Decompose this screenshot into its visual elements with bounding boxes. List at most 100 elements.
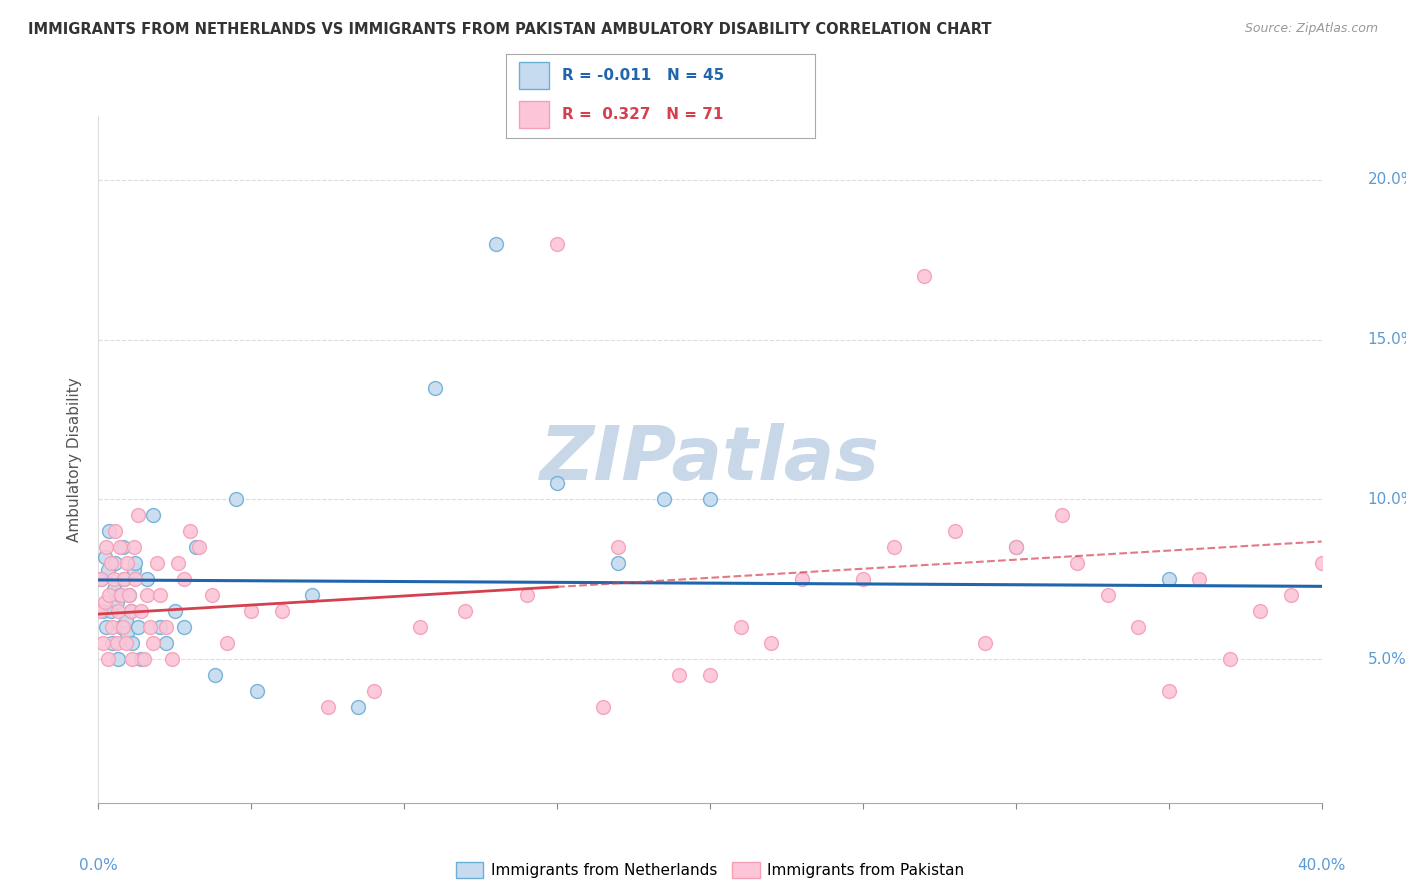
Point (408, 620, 430, 634)
Point (94, 540, 117, 554)
Point (149, 588, 172, 602)
Point (91, 604, 114, 618)
Point (110, 588, 132, 602)
Point (127, 620, 149, 634)
Text: IMMIGRANTS FROM NETHERLANDS VS IMMIGRANTS FROM PAKISTAN AMBULATORY DISABILITY CO: IMMIGRANTS FROM NETHERLANDS VS IMMIGRANT… (28, 22, 991, 37)
Point (134, 652, 156, 666)
Point (270, 604, 294, 618)
Point (103, 572, 125, 586)
Text: R =  0.327   N = 71: R = 0.327 N = 71 (562, 107, 723, 122)
Point (546, 236, 568, 251)
Point (122, 563, 145, 577)
Text: 20.0%: 20.0% (1368, 172, 1406, 187)
Point (105, 594, 128, 608)
Point (155, 620, 177, 634)
Point (91, 636, 114, 650)
Point (121, 636, 143, 650)
Point (120, 604, 142, 618)
Point (652, 492, 675, 507)
Text: 5.0%: 5.0% (1368, 651, 1406, 666)
Point (301, 588, 323, 602)
Point (97, 563, 120, 577)
Point (730, 620, 752, 634)
Point (97, 652, 120, 666)
Point (668, 668, 690, 682)
Point (790, 572, 813, 586)
Point (124, 572, 146, 586)
Point (100, 604, 122, 618)
Point (136, 572, 159, 586)
Point (98, 588, 121, 602)
Point (118, 588, 141, 602)
Point (122, 540, 145, 554)
Point (1004, 540, 1026, 554)
Point (316, 700, 339, 714)
Point (454, 604, 477, 618)
Point (90, 572, 112, 586)
Point (101, 636, 124, 650)
Text: R = -0.011   N = 45: R = -0.011 N = 45 (562, 68, 724, 83)
Point (204, 668, 226, 682)
Point (173, 620, 195, 634)
Point (167, 556, 190, 570)
Point (98, 524, 121, 539)
Point (943, 524, 966, 539)
Bar (519, 62, 550, 89)
Point (516, 588, 538, 602)
Point (108, 540, 131, 554)
Point (423, 380, 446, 394)
Point (485, 236, 508, 251)
Point (112, 572, 135, 586)
Point (188, 540, 211, 554)
Point (1097, 588, 1119, 602)
Point (1050, 508, 1073, 523)
Point (883, 540, 905, 554)
Point (142, 508, 165, 523)
Point (117, 556, 139, 570)
Point (90, 572, 112, 586)
Point (1157, 684, 1180, 698)
Point (546, 476, 568, 491)
Text: Source: ZipAtlas.com: Source: ZipAtlas.com (1244, 22, 1378, 36)
Point (139, 620, 162, 634)
Point (129, 652, 152, 666)
Point (160, 652, 183, 666)
Point (107, 652, 129, 666)
Point (108, 588, 131, 602)
Legend: Immigrants from Netherlands, Immigrants from Pakistan: Immigrants from Netherlands, Immigrants … (450, 856, 970, 885)
Point (246, 684, 269, 698)
Point (1128, 620, 1150, 634)
Point (607, 540, 630, 554)
Point (912, 268, 935, 283)
Point (1066, 556, 1088, 570)
Point (1157, 572, 1180, 586)
Point (699, 492, 721, 507)
Point (852, 572, 875, 586)
Point (592, 700, 614, 714)
Text: 15.0%: 15.0% (1368, 332, 1406, 347)
Point (200, 588, 222, 602)
Point (607, 556, 630, 570)
Point (149, 620, 172, 634)
Point (186, 540, 208, 554)
Point (1279, 588, 1302, 602)
Point (699, 668, 721, 682)
Point (103, 582, 125, 596)
Point (104, 524, 127, 539)
Point (1004, 540, 1026, 554)
Point (112, 572, 135, 586)
Point (105, 636, 128, 650)
Point (115, 636, 138, 650)
Text: 10.0%: 10.0% (1368, 491, 1406, 507)
Point (101, 620, 124, 634)
Point (225, 492, 247, 507)
Point (129, 604, 152, 618)
Point (94, 620, 117, 634)
Point (93, 549, 115, 564)
Point (1310, 556, 1333, 570)
Point (163, 604, 186, 618)
Point (974, 636, 997, 650)
Point (118, 588, 141, 602)
Bar (519, 101, 550, 128)
Point (173, 572, 195, 586)
